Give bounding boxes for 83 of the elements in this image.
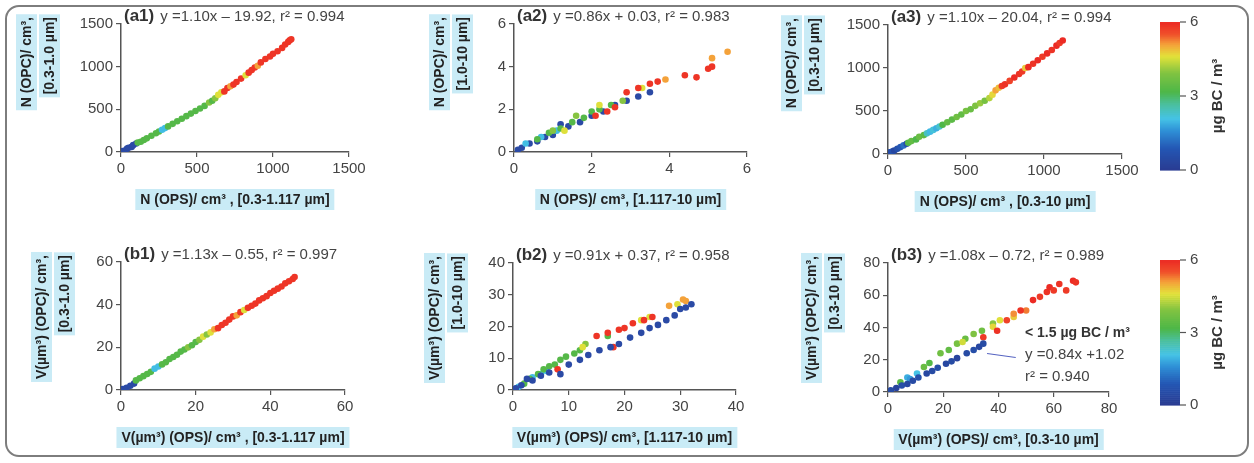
y-tick-label: 1000 [79,56,113,74]
y-tick-label: 30 [488,284,505,302]
x-tick-label: 6 [742,159,752,177]
chart-title: (a1) [124,6,155,25]
y-tick-label: 40 [863,317,880,335]
x-tick-label: 0 [508,397,518,415]
color-bar-title: µg BC / m³ [1208,58,1226,134]
y-axis-title: V(µm³) (OPC)/ cm³, [0.3-1.0 µm] [32,254,73,381]
color-bar-title: µg BC / m³ [1208,295,1226,370]
y-tick-label: 60 [863,285,880,303]
x-tick-label: 1000 [256,159,290,177]
x-tick-label: 10 [560,397,578,415]
x-axis-title: N (OPS)/ cm³ , [0.3-10 µm] [914,191,1096,212]
y-tick-label: 0 [104,142,113,160]
x-tick-label: 80 [1100,399,1118,417]
y-tick-label: 10 [488,348,505,366]
y-tick-label: 1500 [79,14,113,32]
chart-subtitle: y =1.13x – 0.55, r² = 0.997 [161,245,338,262]
x-tick-label: 0 [883,161,893,179]
x-tick-label: 4 [665,159,674,177]
x-tick-label: 1000 [1027,161,1061,179]
y-tick-label: 1500 [846,15,880,33]
y-tick-label: 20 [96,337,113,355]
x-tick-label: 2 [587,159,596,177]
y-tick-label: 0 [871,144,880,162]
chart-subtitle: y =0.86x + 0.03, r² = 0.983 [553,7,730,24]
x-tick-label: 1500 [1105,161,1139,179]
x-tick-label: 1500 [332,159,366,177]
x-tick-label: 40 [261,397,279,415]
x-tick-label: 30 [671,397,689,415]
chart-subtitle: y =1.10x – 19.92, r² = 0.994 [160,7,345,24]
x-tick-label: 500 [953,161,979,179]
x-axis-title: V(µm³) (OPS)/ cm³ , [0.3-1.117 µm] [116,427,350,448]
x-axis-title: V(µm³) (OPS)/ cm³, [0.3-10 µm] [893,429,1104,450]
color-bar-label: 3 [1190,86,1199,104]
y-tick-label: 0 [497,142,506,160]
chart-subtitle: y =0.91x + 0.37, r² = 0.958 [553,246,730,263]
y-tick-label: 0 [871,382,880,400]
chart-title: (a3) [891,7,922,26]
x-tick-label: 0 [116,397,126,415]
chart-title: (b3) [891,245,923,264]
y-tick-label: 60 [96,252,113,270]
y-axis-title: N (OPC)/ cm³, [0.3-10 µm] [782,17,823,111]
y-tick-label: 4 [497,56,506,74]
x-tick-label: 20 [616,397,633,415]
x-tick-label: 0 [116,159,126,177]
x-tick-label: 20 [187,397,205,415]
x-axis-title: V(µm³) (OPS)/ cm³, [1.117-10 µm] [511,427,738,448]
chart-subtitle: y =1.10x – 20.04, r² = 0.994 [927,8,1112,25]
chart-title: (b2) [516,245,548,264]
y-tick-label: 6 [497,14,506,32]
x-tick-label: 500 [184,159,210,177]
x-tick-label: 20 [934,399,952,417]
chart-subtitle: y =1.08x – 0.72, r² = 0.989 [928,246,1105,263]
y-tick-label: 1000 [846,58,880,76]
color-bar-label: 6 [1190,12,1199,30]
chart-title: (a2) [517,6,548,25]
x-tick-label: 0 [509,159,519,177]
x-tick-label: 60 [336,397,354,415]
y-tick-label: 2 [497,99,506,117]
y-tick-label: 0 [496,380,505,398]
y-axis-title: N (OPC)/ cm³, [1.0-10 µm] [430,16,471,110]
y-tick-label: 80 [863,253,880,271]
x-axis-title: N (OPS)/ cm³, [1.117-10 µm] [534,189,727,210]
color-bar-label: 6 [1190,250,1199,268]
y-tick-label: 20 [488,316,505,334]
y-axis-title: V(µm³) (OPC)/ cm³, [1.0-10 µm] [425,255,466,382]
y-tick-label: 0 [104,380,113,398]
x-tick-label: 40 [990,399,1007,417]
color-bar-label: 3 [1190,322,1199,340]
x-tick-label: 0 [883,399,893,417]
y-tick-label: 500 [854,101,880,119]
chart-title: (b1) [124,244,156,263]
x-tick-label: 40 [727,397,745,415]
x-axis-title: N (OPS)/ cm³ , [0.3-1.117 µm] [135,189,335,210]
y-axis-title: N (OPC)/ cm³, [0.3-1.0 µm] [17,16,58,110]
y-tick-label: 40 [96,294,113,312]
y-tick-label: 500 [87,99,113,117]
annotation: < 1.5 µg BC / m³ y =0.84x +1.02 r² = 0.940 [1025,323,1130,386]
y-tick-label: 40 [488,253,505,271]
x-tick-label: 60 [1045,399,1063,417]
y-tick-label: 20 [863,349,880,367]
y-axis-title: V(µm³) (OPC)/ cm³, [0.3-10 µm] [802,255,843,382]
